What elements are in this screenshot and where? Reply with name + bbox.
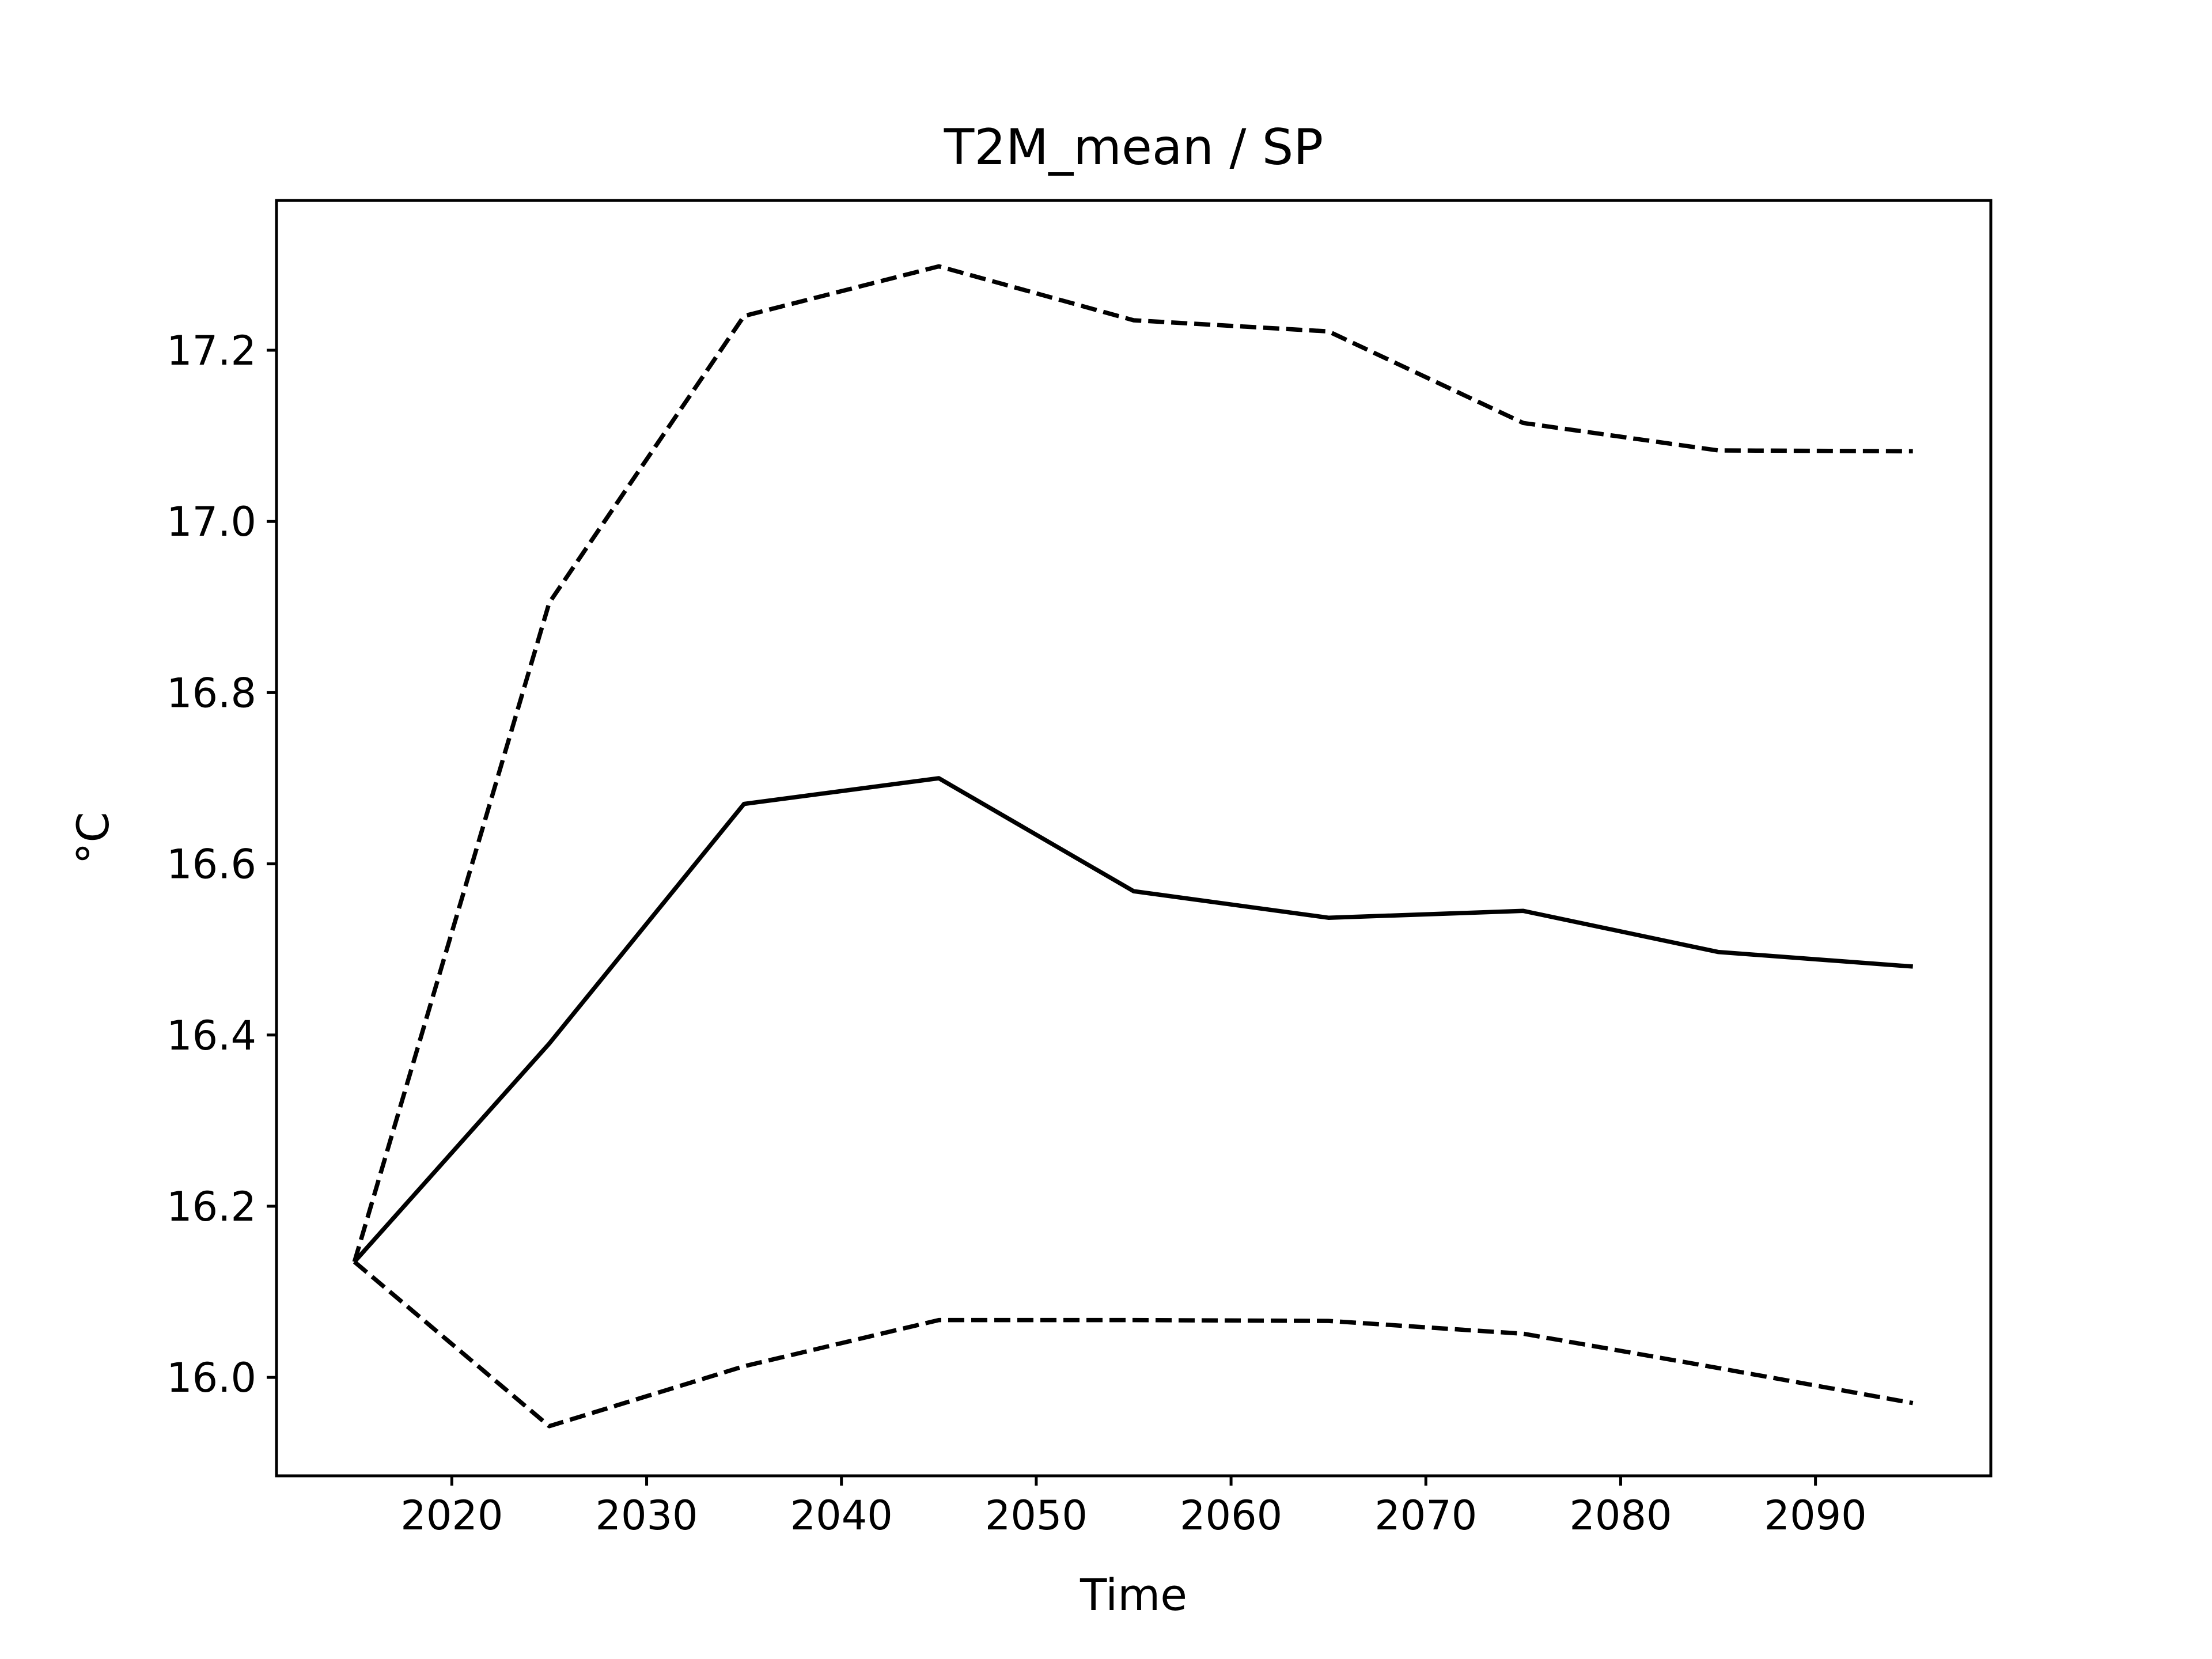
y-axis: 16.0 16.2 16.4 16.6 16.8 17.0 17.2 [166,327,276,1402]
series-line-3 [353,1260,1914,1429]
series-line-1 [353,776,1913,1263]
x-tick-label: 2070 [1374,1492,1477,1539]
x-tick-label: 2090 [1764,1492,1867,1539]
x-tick-label: 2020 [400,1492,503,1539]
x-axis: 2020 2030 2040 2050 2060 2070 2080 2090 [400,1476,1867,1539]
series-layer [352,264,1914,1429]
series-line-2 [352,264,1913,1263]
x-tick-label: 2080 [1569,1492,1672,1539]
x-tick-label: 2060 [1180,1492,1282,1539]
y-tick-label: 17.2 [166,327,256,374]
y-axis-label: °C [67,812,119,864]
y-tick-label: 16.4 [166,1012,256,1059]
x-tick-label: 2040 [790,1492,893,1539]
y-tick-label: 16.2 [166,1183,256,1230]
chart-title: T2M_mean / SP [944,119,1323,176]
y-tick-label: 16.6 [166,841,256,888]
y-tick-label: 16.8 [166,669,256,717]
x-tick-label: 2030 [595,1492,698,1539]
x-tick-label: 2050 [985,1492,1088,1539]
y-tick-label: 17.0 [166,498,256,546]
x-axis-label: Time [1080,1569,1187,1620]
plot-area-frame [275,199,1993,1478]
y-tick-label: 16.0 [166,1354,256,1402]
